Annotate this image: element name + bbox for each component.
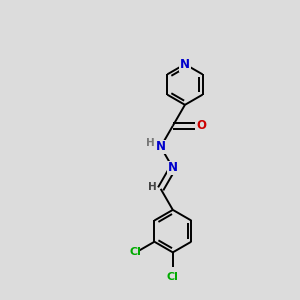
Text: Cl: Cl (167, 272, 179, 282)
Text: H: H (148, 182, 156, 191)
Text: O: O (196, 119, 206, 132)
Text: H: H (146, 138, 155, 148)
Text: N: N (180, 58, 190, 71)
Text: N: N (168, 161, 178, 174)
Text: Cl: Cl (130, 247, 142, 257)
Text: N: N (156, 140, 166, 153)
